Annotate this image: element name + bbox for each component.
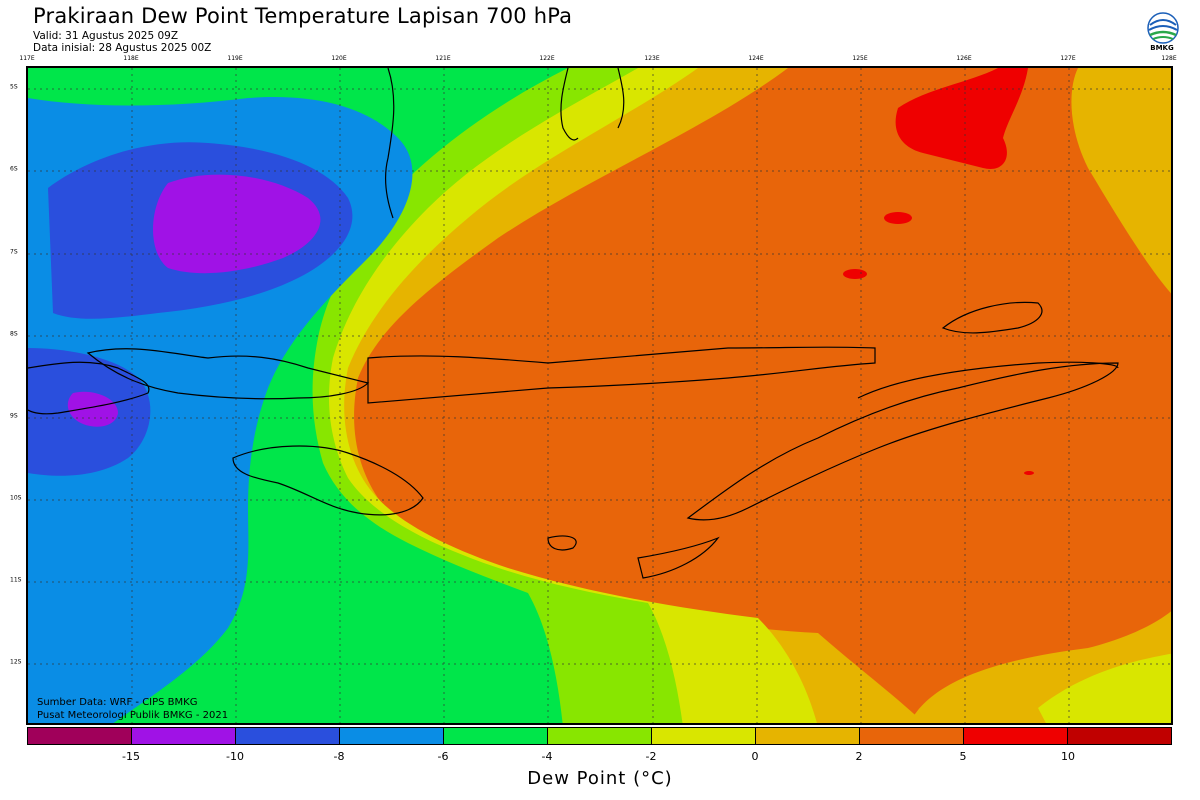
init-time: Data inisial: 28 Agustus 2025 00Z bbox=[33, 42, 212, 54]
colorbar-tick: -15 bbox=[122, 750, 140, 763]
colorbar-segment bbox=[1068, 728, 1171, 744]
lat-label: 8S bbox=[10, 330, 18, 338]
colorbar-tick: -8 bbox=[333, 750, 345, 763]
lon-label: 126E bbox=[956, 55, 972, 62]
lon-label: 123E bbox=[644, 55, 660, 62]
colorbar-tick: 2 bbox=[855, 750, 863, 763]
dewpoint-field bbox=[28, 68, 1171, 723]
lon-label: 125E bbox=[852, 55, 868, 62]
colorbar-tick: -2 bbox=[645, 750, 657, 763]
lat-label: 12S bbox=[10, 658, 22, 666]
field-violet bbox=[153, 174, 321, 274]
dewpoint-map bbox=[26, 66, 1173, 725]
colorbar-tick: -4 bbox=[541, 750, 553, 763]
colorbar-segment bbox=[548, 728, 652, 744]
colorbar-tick: 10 bbox=[1061, 750, 1075, 763]
field-red bbox=[843, 269, 867, 279]
bmkg-logo-icon bbox=[1147, 12, 1179, 44]
lat-label: 7S bbox=[10, 248, 18, 256]
coastlines bbox=[28, 68, 1119, 579]
colorbar-segment bbox=[444, 728, 548, 744]
colorbar-segment bbox=[340, 728, 444, 744]
lat-label: 10S bbox=[10, 494, 22, 502]
valid-time: Valid: 31 Agustus 2025 09Z bbox=[33, 30, 179, 42]
lon-label: 119E bbox=[227, 55, 243, 62]
lon-label: 121E bbox=[435, 55, 451, 62]
colorbar-segment bbox=[236, 728, 340, 744]
lat-label: 11S bbox=[10, 576, 22, 584]
lon-label: 127E bbox=[1060, 55, 1076, 62]
field-yellow bbox=[1038, 653, 1171, 723]
lon-label: 118E bbox=[123, 55, 139, 62]
field-gold bbox=[1071, 68, 1171, 294]
colorbar-label: Dew Point (°C) bbox=[527, 768, 673, 789]
lon-label: 120E bbox=[331, 55, 347, 62]
colorbar-tick: -6 bbox=[437, 750, 449, 763]
data-source: Sumber Data: WRF - CIPS BMKG bbox=[37, 697, 198, 708]
field-red bbox=[895, 68, 1028, 169]
colorbar-segment bbox=[132, 728, 236, 744]
colorbar-tick: 5 bbox=[959, 750, 967, 763]
organization-credit: Pusat Meteorologi Publik BMKG - 2021 bbox=[37, 710, 229, 721]
colorbar-segment bbox=[652, 728, 756, 744]
lat-label: 6S bbox=[10, 165, 18, 173]
graticule bbox=[28, 68, 1171, 723]
colorbar bbox=[27, 727, 1172, 745]
colorbar-segment bbox=[756, 728, 860, 744]
colorbar-tick: -10 bbox=[226, 750, 244, 763]
logo-text: BMKG bbox=[1150, 44, 1174, 52]
lat-label: 9S bbox=[10, 412, 18, 420]
colorbar-segment bbox=[860, 728, 964, 744]
field-red bbox=[1024, 471, 1034, 475]
lon-label: 117E bbox=[19, 55, 35, 62]
field-violet bbox=[67, 391, 118, 427]
lon-label: 122E bbox=[539, 55, 555, 62]
colorbar-segment bbox=[964, 728, 1068, 744]
lat-label: 5S bbox=[10, 83, 18, 91]
colorbar-tick: 0 bbox=[751, 750, 759, 763]
map-title: Prakiraan Dew Point Temperature Lapisan … bbox=[33, 4, 573, 28]
field-red bbox=[884, 212, 912, 224]
lon-label: 124E bbox=[748, 55, 764, 62]
colorbar-segment bbox=[28, 728, 132, 744]
lon-label: 128E bbox=[1161, 55, 1177, 62]
